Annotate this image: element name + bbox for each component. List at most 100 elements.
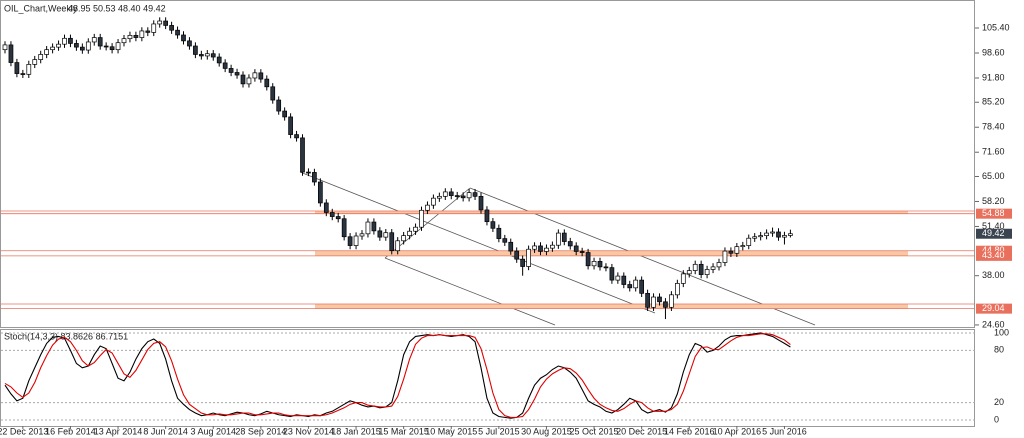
- candle-body: [282, 110, 287, 118]
- candle-body: [514, 250, 520, 260]
- candle-body: [163, 20, 168, 26]
- x-tick-label: 18 Jan 2015: [331, 426, 381, 436]
- x-tick-label: 5 Jun 2016: [762, 426, 807, 436]
- candle-body: [419, 209, 424, 228]
- candle-body: [187, 40, 192, 47]
- price-tag-label: 49.42: [982, 228, 1005, 238]
- channel-line: [299, 171, 656, 314]
- chart-title: OIL_Chart,Weekly: [4, 3, 78, 13]
- y-tick-label: 78.40: [982, 122, 1005, 132]
- stoch-line: [4, 333, 791, 418]
- y-tick-label: 71.60: [982, 147, 1005, 157]
- candle-body: [91, 37, 97, 43]
- candle-body: [74, 43, 79, 48]
- candle-body: [50, 46, 55, 51]
- candle-body: [44, 49, 50, 55]
- candle-body: [710, 266, 716, 270]
- candle-body: [85, 41, 91, 51]
- candle-body: [2, 44, 8, 51]
- candle-body: [764, 232, 769, 236]
- candle-body: [609, 267, 615, 281]
- stoch-line: [4, 332, 791, 419]
- candle-body: [97, 37, 103, 47]
- candle-body: [127, 35, 133, 40]
- candle-body: [103, 45, 109, 48]
- candle-body: [169, 25, 174, 31]
- candle-body: [639, 279, 645, 294]
- y-tick-label: 38.00: [982, 270, 1005, 280]
- candle-body: [32, 59, 38, 65]
- candle-body: [407, 230, 412, 236]
- x-tick-label: 30 Aug 2015: [521, 426, 572, 436]
- candle-body: [14, 62, 20, 74]
- candle-body: [79, 46, 85, 51]
- candle-body: [365, 221, 371, 235]
- candle-body: [133, 35, 139, 38]
- candle-body: [395, 240, 401, 252]
- candle-body: [222, 62, 228, 69]
- candle-body: [175, 29, 180, 36]
- candle-body: [20, 73, 26, 75]
- candle-body: [597, 261, 603, 268]
- candle-body: [389, 232, 395, 252]
- candle-body: [288, 116, 293, 135]
- zone: [315, 304, 908, 309]
- candle-body: [615, 275, 621, 281]
- candle-body: [347, 236, 353, 246]
- y-tick-label: 0: [994, 414, 999, 424]
- candle-body: [199, 54, 204, 57]
- candle-body: [371, 221, 377, 232]
- candle-body: [234, 72, 240, 76]
- price-tag: [976, 228, 1012, 239]
- candle-body: [139, 30, 145, 38]
- level-tag: [976, 208, 1012, 219]
- candle-body: [651, 296, 656, 308]
- x-tick-label: 8 Jun 2014: [143, 426, 188, 436]
- candle-body: [276, 99, 282, 112]
- candle-body: [466, 192, 472, 199]
- candle-body: [216, 56, 222, 64]
- candle-body: [335, 216, 341, 220]
- y-tick-label: 100: [994, 327, 1009, 337]
- candle-body: [252, 72, 258, 79]
- candle-body: [264, 78, 270, 88]
- candle-body: [454, 195, 460, 197]
- candle-body: [460, 195, 466, 199]
- candle-body: [716, 262, 722, 268]
- price-panel: [0, 0, 975, 328]
- candle-body: [621, 275, 627, 285]
- candle-body: [704, 269, 710, 275]
- y-tick-label: 105.40: [982, 22, 1010, 32]
- x-tick-label: 22 Dec 2013: [0, 426, 48, 436]
- candle-body: [204, 53, 210, 57]
- y-tick-label: 20: [994, 397, 1004, 407]
- candle-body: [306, 171, 311, 174]
- x-tick-label: 3 Aug 2014: [190, 426, 236, 436]
- candle-body: [437, 195, 442, 199]
- candle-body: [318, 181, 323, 204]
- candle-body: [734, 246, 740, 254]
- candle-body: [567, 241, 573, 247]
- x-tick-label: 23 Nov 2014: [283, 426, 334, 436]
- candle-body: [633, 279, 639, 289]
- y-tick-label: 98.60: [982, 47, 1005, 57]
- y-tick-label: 51.40: [982, 221, 1005, 231]
- channel-line: [384, 257, 556, 326]
- candle-body: [353, 235, 359, 246]
- candle-body: [341, 218, 347, 238]
- x-tick-label: 20 Dec 2015: [616, 426, 667, 436]
- candle-body: [62, 37, 67, 45]
- candle-body: [692, 263, 698, 271]
- candle-body: [145, 30, 151, 33]
- candle-body: [758, 235, 764, 238]
- candle-body: [508, 241, 514, 252]
- candle-body: [193, 45, 198, 55]
- level-tag-label: 44.80: [982, 245, 1005, 255]
- candle-body: [627, 284, 633, 289]
- y-tick-label: 85.20: [982, 97, 1005, 107]
- level-tag-label: 29.04: [982, 303, 1005, 313]
- x-tick-label: 13 Apr 2014: [94, 426, 143, 436]
- candle-body: [776, 231, 781, 238]
- candle-body: [746, 237, 752, 246]
- candle-body: [56, 43, 61, 48]
